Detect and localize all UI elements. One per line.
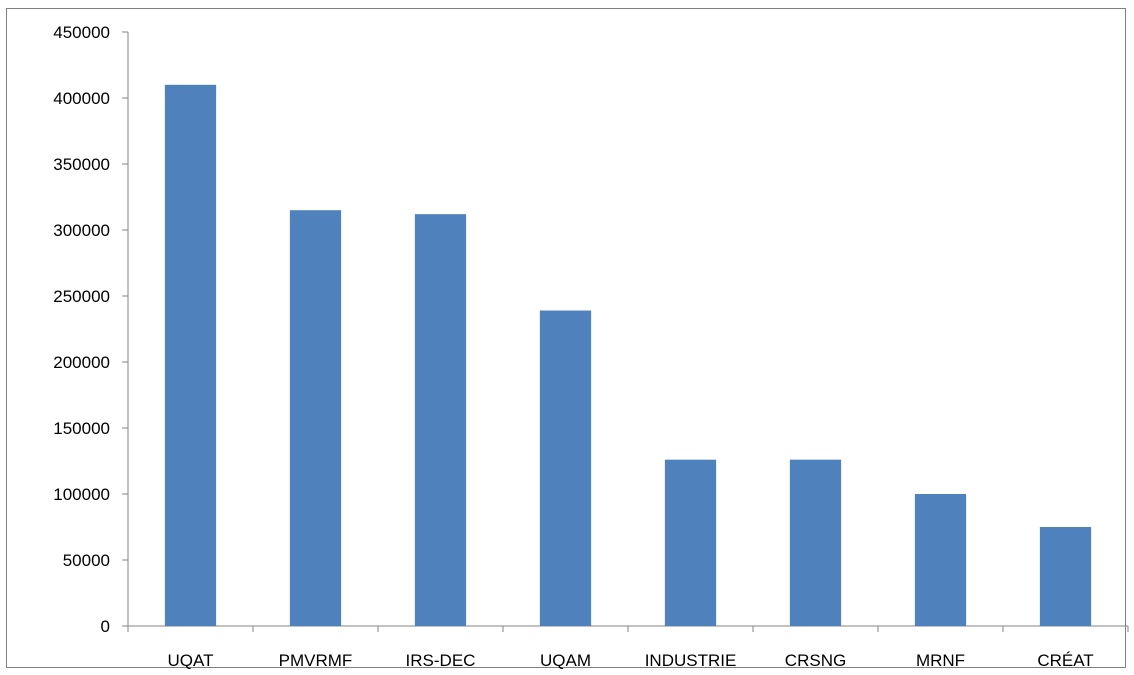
y-tick-label: 0: [101, 617, 110, 636]
y-tick-label: 50000: [63, 551, 110, 570]
y-tick-label: 150000: [53, 419, 110, 438]
bar-créat: [1039, 527, 1092, 626]
bar-uqam: [539, 310, 592, 626]
bar-uqat: [164, 84, 217, 627]
x-category-label: IRS-DEC: [406, 651, 476, 670]
x-category-label: PMVRMF: [279, 651, 353, 670]
y-tick-label: 200000: [53, 353, 110, 372]
bar-crsng: [789, 459, 842, 626]
y-tick-label: 300000: [53, 221, 110, 240]
y-tick-label: 250000: [53, 287, 110, 306]
y-tick-label: 450000: [53, 23, 110, 42]
chart-axes: [122, 31, 1129, 632]
x-category-label: MRNF: [916, 651, 965, 670]
bar-pmvrmf: [289, 210, 342, 626]
bar-irs-dec: [414, 214, 467, 626]
y-tick-label: 400000: [53, 89, 110, 108]
bar-industrie: [664, 459, 717, 626]
x-category-label: CRÉAT: [1037, 651, 1093, 670]
bar-mrnf: [914, 494, 967, 626]
y-tick-label: 100000: [53, 485, 110, 504]
x-category-label: INDUSTRIE: [645, 651, 737, 670]
y-axis-tick-labels: 0 50000 100000 150000 200000 250000 300000 3500…: [53, 23, 110, 636]
x-category-label: CRSNG: [785, 651, 846, 670]
x-category-label: UQAT: [168, 651, 214, 670]
x-axis-category-labels: UQAT PMVRMF IRS-DEC UQAM INDUSTRIE CRSNG MRNF C…: [168, 651, 1094, 670]
y-tick-label: 350000: [53, 155, 110, 174]
chart-bars: [164, 84, 1092, 627]
x-category-label: UQAM: [540, 651, 591, 670]
